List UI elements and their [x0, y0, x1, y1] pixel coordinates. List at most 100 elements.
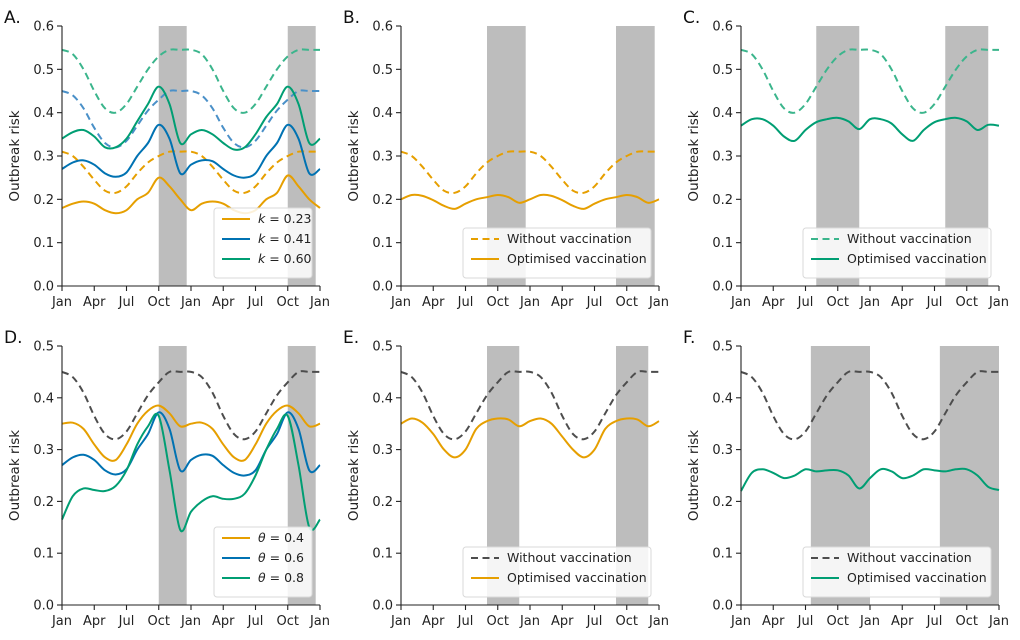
x-tick-label: Apr	[83, 614, 106, 629]
y-tick-label: 0.3	[372, 150, 393, 165]
x-tick-label: Jul	[118, 295, 135, 310]
y-tick-label: 0.1	[33, 547, 54, 562]
panel-b: 0.0 0.1 0.2 0.3 0.4 0.5 0.6 Jan Apr Jul Oct Jan Apr J…	[343, 8, 669, 310]
series-line	[400, 417, 660, 459]
y-tick-label: 0.0	[33, 599, 54, 614]
series-line	[61, 85, 321, 151]
x-tick-label: Apr	[83, 295, 106, 310]
y-tick-label: 0.5	[33, 340, 54, 355]
x-tick-label: Jan	[648, 295, 669, 310]
series-line	[400, 370, 659, 441]
legend: Without vaccination Optimised vaccination	[462, 546, 652, 598]
legend-box	[462, 227, 652, 279]
legend-box	[213, 207, 313, 279]
x-tick-label: Jul	[797, 295, 814, 310]
y-tick-label: 0.0	[372, 599, 393, 614]
x-tick-label: Jul	[118, 614, 135, 629]
x-tick-label: Jul	[247, 614, 264, 629]
x-tick-label: Apr	[762, 614, 785, 629]
y-tick-label: 0.4	[33, 106, 54, 121]
x-tick-label: Jul	[247, 295, 264, 310]
panel-label: B.	[343, 8, 360, 28]
series-line	[61, 411, 321, 477]
x-tick-label: Jul	[586, 614, 603, 629]
y-tick-label: 0.2	[372, 495, 393, 510]
x-tick-label: Jan	[309, 614, 330, 629]
legend-label: k = 0.23	[258, 211, 312, 226]
x-tick-label: Jan	[180, 614, 201, 629]
series-line	[740, 467, 1000, 492]
legend-box	[213, 526, 313, 598]
series-line	[740, 370, 999, 441]
y-tick-label: 0.0	[712, 280, 733, 295]
series-line	[400, 193, 660, 210]
x-tick-label: Oct	[616, 295, 638, 310]
y-axis-label: Outbreak risk	[346, 430, 362, 521]
shaded-period	[158, 26, 187, 286]
y-tick-label: 0.1	[712, 236, 733, 251]
x-tick-label: Jan	[390, 614, 411, 629]
y-tick-label: 0.3	[372, 443, 393, 458]
series-line	[61, 48, 320, 114]
y-tick-label: 0.1	[33, 236, 54, 251]
panel-label: E.	[343, 328, 359, 348]
x-tick-label: Jul	[457, 614, 474, 629]
x-tick-label: Jan	[859, 614, 880, 629]
x-tick-label: Apr	[551, 614, 574, 629]
y-tick-label: 0.2	[33, 193, 54, 208]
x-tick-label: Oct	[827, 295, 849, 310]
series-line	[61, 404, 321, 462]
y-axis-label: Outbreak risk	[7, 110, 23, 201]
panel-a: 0.0 0.1 0.2 0.3 0.4 0.5 0.6 Jan Apr Jul Oct Jan Apr J…	[4, 8, 330, 310]
legend: Without vaccination Optimised vaccination	[802, 227, 992, 279]
panel-label: F.	[683, 328, 695, 348]
legend-label: θ = 0.4	[258, 530, 304, 545]
y-tick-label: 0.4	[712, 391, 733, 406]
legend-label: k = 0.41	[258, 231, 312, 246]
x-tick-label: Oct	[487, 614, 509, 629]
x-tick-label: Apr	[551, 295, 574, 310]
x-tick-label: Jan	[51, 614, 72, 629]
panel-e: 0.0 0.1 0.2 0.3 0.4 0.5 Jan Apr Jul Oct Jan Apr Jul O…	[343, 328, 669, 629]
legend-label: Without vaccination	[507, 550, 632, 565]
x-tick-label: Jan	[51, 295, 72, 310]
x-tick-label: Oct	[277, 295, 299, 310]
x-tick-label: Apr	[212, 614, 235, 629]
legend-label: Without vaccination	[507, 231, 632, 246]
series-line	[61, 412, 321, 533]
legend-box	[462, 546, 652, 598]
x-tick-label: Apr	[212, 295, 235, 310]
panel-c: 0.0 0.1 0.2 0.3 0.4 0.5 0.6 Jan Apr Jul Oct Jan Apr J…	[683, 8, 1009, 310]
panel-d: 0.0 0.1 0.2 0.3 0.4 0.5 Jan Apr Jul Oct Jan Apr Jul O…	[4, 328, 330, 629]
legend-box	[802, 227, 992, 279]
x-tick-label: Oct	[616, 614, 638, 629]
panel-f: 0.0 0.1 0.2 0.3 0.4 0.5 Jan Apr Jul Oct Jan Apr Jul O…	[683, 328, 1009, 629]
y-tick-label: 0.5	[372, 63, 393, 78]
x-tick-label: Jan	[988, 295, 1009, 310]
legend-box	[802, 546, 992, 598]
panel-label: D.	[4, 328, 23, 348]
x-tick-label: Oct	[487, 295, 509, 310]
y-tick-label: 0.1	[372, 236, 393, 251]
legend-label: Without vaccination	[847, 550, 972, 565]
legend-label: Optimised vaccination	[507, 570, 647, 585]
y-tick-label: 0.6	[372, 20, 393, 35]
x-tick-label: Oct	[148, 614, 170, 629]
y-axis-label: Outbreak risk	[346, 110, 362, 201]
y-tick-label: 0.3	[33, 150, 54, 165]
x-tick-label: Jul	[797, 614, 814, 629]
y-tick-label: 0.1	[712, 547, 733, 562]
x-tick-label: Jan	[309, 295, 330, 310]
y-tick-label: 0.0	[712, 599, 733, 614]
x-tick-label: Jan	[180, 295, 201, 310]
x-tick-label: Jul	[457, 295, 474, 310]
x-tick-label: Jan	[390, 295, 411, 310]
x-tick-label: Oct	[148, 295, 170, 310]
series-line	[740, 48, 999, 114]
series-line	[61, 150, 320, 195]
series-line	[61, 89, 321, 149]
series-line	[400, 150, 659, 195]
x-tick-label: Oct	[827, 614, 849, 629]
y-tick-label: 0.0	[33, 280, 54, 295]
